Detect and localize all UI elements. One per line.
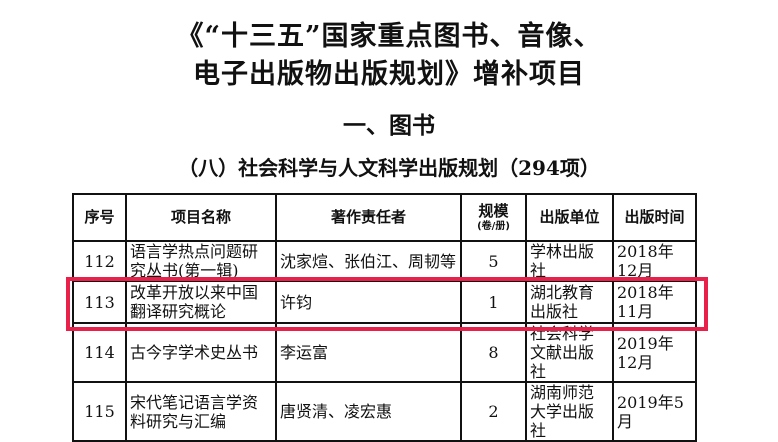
cell-scale: 1 (460, 280, 527, 324)
title-line-2: 电子出版物出版规划》增补项目 (193, 59, 585, 90)
cell-date: 2019年12月 (612, 322, 697, 383)
section-heading: 一、图书 (343, 112, 435, 139)
cell-author: 唐贤清、凌宏惠 (275, 381, 462, 442)
cell-name: 语言学热点问题研究丛书(第一辑) (125, 240, 277, 282)
header-publisher: 出版单位 (525, 193, 614, 242)
cell-publisher: 社会科学文献出版社 (525, 322, 614, 383)
cell-date: 2018年12月 (612, 240, 697, 282)
cell-name: 古今字学术史丛书 (125, 322, 277, 383)
title-line-1: 《“十三五”国家重点图书、音像、 (176, 21, 602, 52)
cell-scale: 8 (460, 322, 527, 383)
cell-author: 沈家煊、张伯江、周韧等 (275, 240, 462, 282)
table-row: 114 古今字学术史丛书 李运富 8 社会科学文献出版社 2019年12月 (72, 322, 697, 383)
header-author: 著作责任者 (275, 193, 462, 242)
cell-no: 114 (72, 322, 127, 383)
cell-scale: 2 (460, 381, 527, 442)
header-date: 出版时间 (612, 193, 697, 242)
cell-name: 改革开放以来中国翻译研究概论 (125, 280, 277, 324)
cell-no: 112 (72, 240, 127, 282)
header-scale-label: 规模 (478, 202, 509, 220)
cell-author: 许钧 (275, 280, 462, 324)
header-no: 序号 (72, 193, 127, 242)
table-row: 115 宋代笔记语言学资料研究与汇编 唐贤清、凌宏惠 2 湖南师范大学出版社 2… (72, 381, 697, 442)
header-scale: 规模 (卷/册) (460, 193, 527, 242)
highlight-box (66, 277, 708, 331)
cell-publisher: 学林出版社 (525, 240, 614, 282)
subsection-heading: （八）社会科学与人文科学出版规划（294项） (178, 156, 600, 180)
cell-date: 2019年5月 (612, 381, 697, 442)
header-name: 项目名称 (125, 193, 277, 242)
header-scale-unit: (卷/册) (477, 221, 510, 232)
table-row: 112 语言学热点问题研究丛书(第一辑) 沈家煊、张伯江、周韧等 5 学林出版社… (72, 240, 697, 282)
cell-no: 113 (72, 280, 127, 324)
cell-publisher: 湖北教育出版社 (525, 280, 614, 324)
cell-scale: 5 (460, 240, 527, 282)
cell-name: 宋代笔记语言学资料研究与汇编 (125, 381, 277, 442)
table-header-row: 序号 项目名称 著作责任者 规模 (卷/册) 出版单位 出版时间 (72, 193, 697, 242)
table-row-highlighted: 113 改革开放以来中国翻译研究概论 许钧 1 湖北教育出版社 2018年11月 (72, 280, 697, 324)
cell-no: 115 (72, 381, 127, 442)
cell-publisher: 湖南师范大学出版社 (525, 381, 614, 442)
cell-date: 2018年11月 (612, 280, 697, 324)
cell-author: 李运富 (275, 322, 462, 383)
